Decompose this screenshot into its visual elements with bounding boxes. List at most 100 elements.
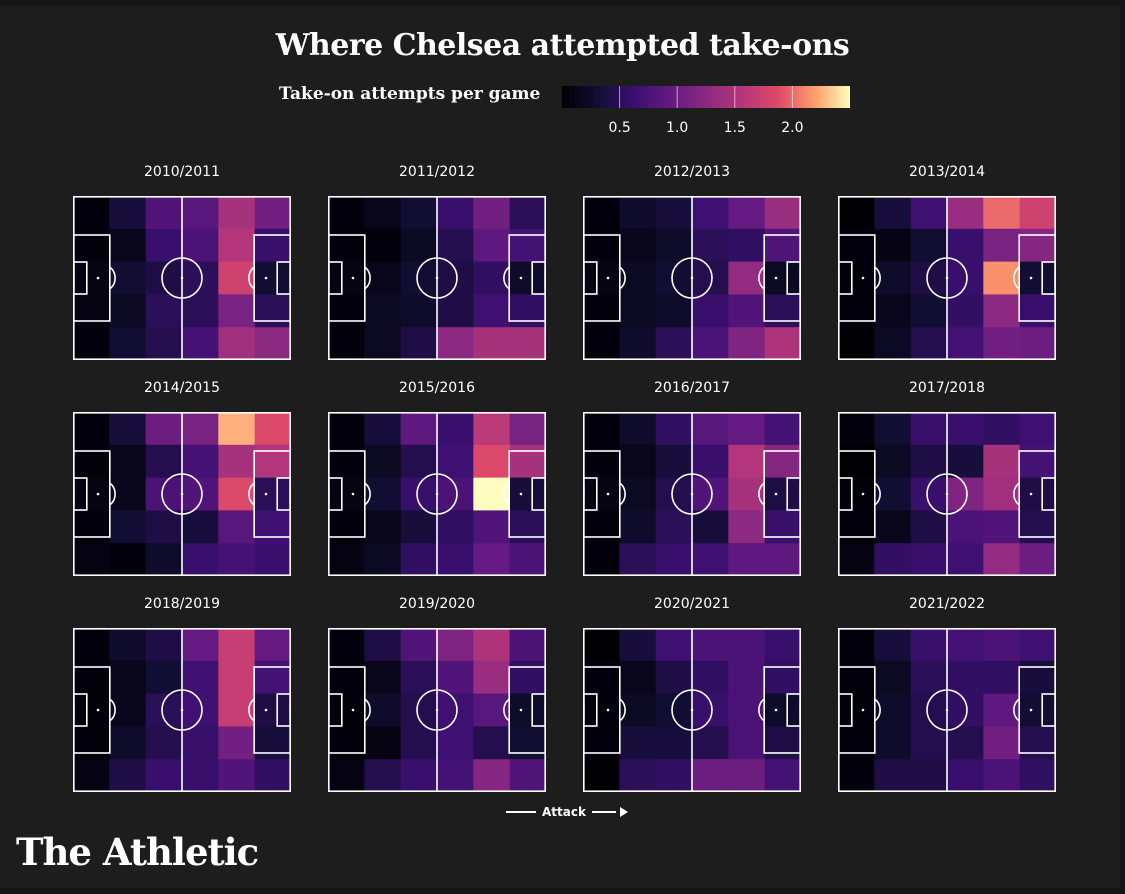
heatmap-cell [583, 327, 620, 360]
heatmap-cell [655, 543, 693, 576]
center-spot [690, 492, 694, 496]
heatmap-cell [400, 294, 438, 328]
heatmap-cell [254, 444, 291, 479]
heatmap-cell [509, 412, 546, 446]
heatmap-cell [764, 726, 801, 760]
heatmap-cell [1019, 261, 1056, 295]
heatmap-cell [509, 294, 546, 328]
center-circle [161, 257, 203, 299]
heatmap-cell [182, 759, 219, 792]
heatmap-cell [509, 693, 546, 727]
heatmap-cell [619, 660, 657, 695]
heatmap-cell [145, 228, 183, 263]
heatmap-cell [874, 660, 912, 695]
penalty-spot-left [96, 276, 100, 280]
heatmap-cell [1019, 444, 1056, 479]
heatmap-cell [619, 543, 657, 576]
heatmap-cell [728, 628, 766, 662]
goal-right [544, 269, 546, 287]
penalty-spot-left [351, 708, 355, 712]
heatmap-cell [218, 294, 256, 328]
colorbar-tick-label: 0.5 [608, 120, 631, 136]
colorbar-tick-label: 1.0 [666, 120, 689, 136]
penalty-spot-right [774, 276, 778, 280]
penalty-spot-right [774, 708, 778, 712]
heatmap-cell [764, 327, 801, 360]
heatmap-cell [655, 477, 693, 511]
heatmap-cell [400, 261, 438, 295]
pitch-heatmap [583, 196, 801, 360]
heatmap-cell [109, 196, 147, 230]
heatmap-cell [109, 759, 147, 792]
goal-right [799, 485, 801, 503]
heatmap-cell [838, 693, 875, 727]
penalty-arc-right [503, 482, 510, 506]
heatmap-cell [1019, 228, 1056, 263]
heatmap-cell [218, 196, 256, 230]
heatmap-cell [910, 660, 948, 695]
heatmap-cell [328, 510, 365, 544]
penalty-arc-left [364, 698, 371, 722]
heatmap-cell [838, 660, 875, 695]
heatmap-cell [473, 412, 511, 446]
heatmap-cell [874, 412, 912, 446]
heatmap-cell [947, 412, 984, 446]
heatmap-cell [838, 628, 875, 662]
heatmap-cell [655, 228, 693, 263]
penalty-arc-right [758, 266, 765, 290]
heatmap-cell [218, 726, 256, 760]
heatmap-cell [764, 543, 801, 576]
penalty-arc-right [1013, 266, 1020, 290]
penalty-arc-right [248, 482, 255, 506]
heatmap-cell [145, 327, 183, 360]
heatmap-cell [692, 759, 729, 792]
heatmap-cell [328, 412, 365, 446]
heatmap-cell [583, 412, 620, 446]
penalty-spot-left [861, 708, 865, 712]
heatmap-cell [655, 412, 693, 446]
penalty-spot-left [96, 708, 100, 712]
heatmap-cell [328, 444, 365, 479]
heatmap-cell [728, 510, 766, 544]
pitch-title: 2017/2018 [909, 380, 985, 396]
center-circle [926, 473, 968, 515]
penalty-spot-left [861, 276, 865, 280]
heatmap-cell [473, 228, 511, 263]
heatmap-cell [73, 477, 110, 511]
heatmap-cell [328, 628, 365, 662]
heatmap-cell [692, 294, 729, 328]
heatmap-cell [328, 477, 365, 511]
goal-right [799, 701, 801, 719]
heatmap-cell [910, 228, 948, 263]
center-circle [671, 689, 713, 731]
center-circle [926, 257, 968, 299]
heatmap-cell [619, 228, 657, 263]
heatmap-cell [509, 660, 546, 695]
penalty-arc-left [109, 698, 116, 722]
heatmap-cell [764, 759, 801, 792]
penalty-arc-right [758, 698, 765, 722]
heatmap-cell [692, 660, 729, 695]
heatmap-cell [328, 759, 365, 792]
heatmap-cell [838, 228, 875, 263]
heatmap-cell [182, 477, 219, 511]
heatmap-cell [73, 196, 110, 230]
heatmap-cell [73, 327, 110, 360]
penalty-arc-left [619, 698, 626, 722]
heatmap-cell [509, 196, 546, 230]
heatmap-cell [838, 726, 875, 760]
center-spot [435, 708, 439, 712]
heatmap-cell [328, 660, 365, 695]
heatmap-cell [218, 327, 256, 360]
heatmap-cell [400, 693, 438, 727]
pitch-heatmap [73, 196, 291, 360]
heatmap-cell [983, 196, 1021, 230]
heatmap-cell [874, 327, 912, 360]
center-spot [690, 276, 694, 280]
colorbar-label: Take-on attempts per game [279, 84, 541, 104]
heatmap-cell [218, 759, 256, 792]
heatmap-cell [947, 759, 984, 792]
penalty-arc-right [248, 698, 255, 722]
brand-logo: The Athletic [16, 830, 259, 874]
heatmap-cell [583, 543, 620, 576]
